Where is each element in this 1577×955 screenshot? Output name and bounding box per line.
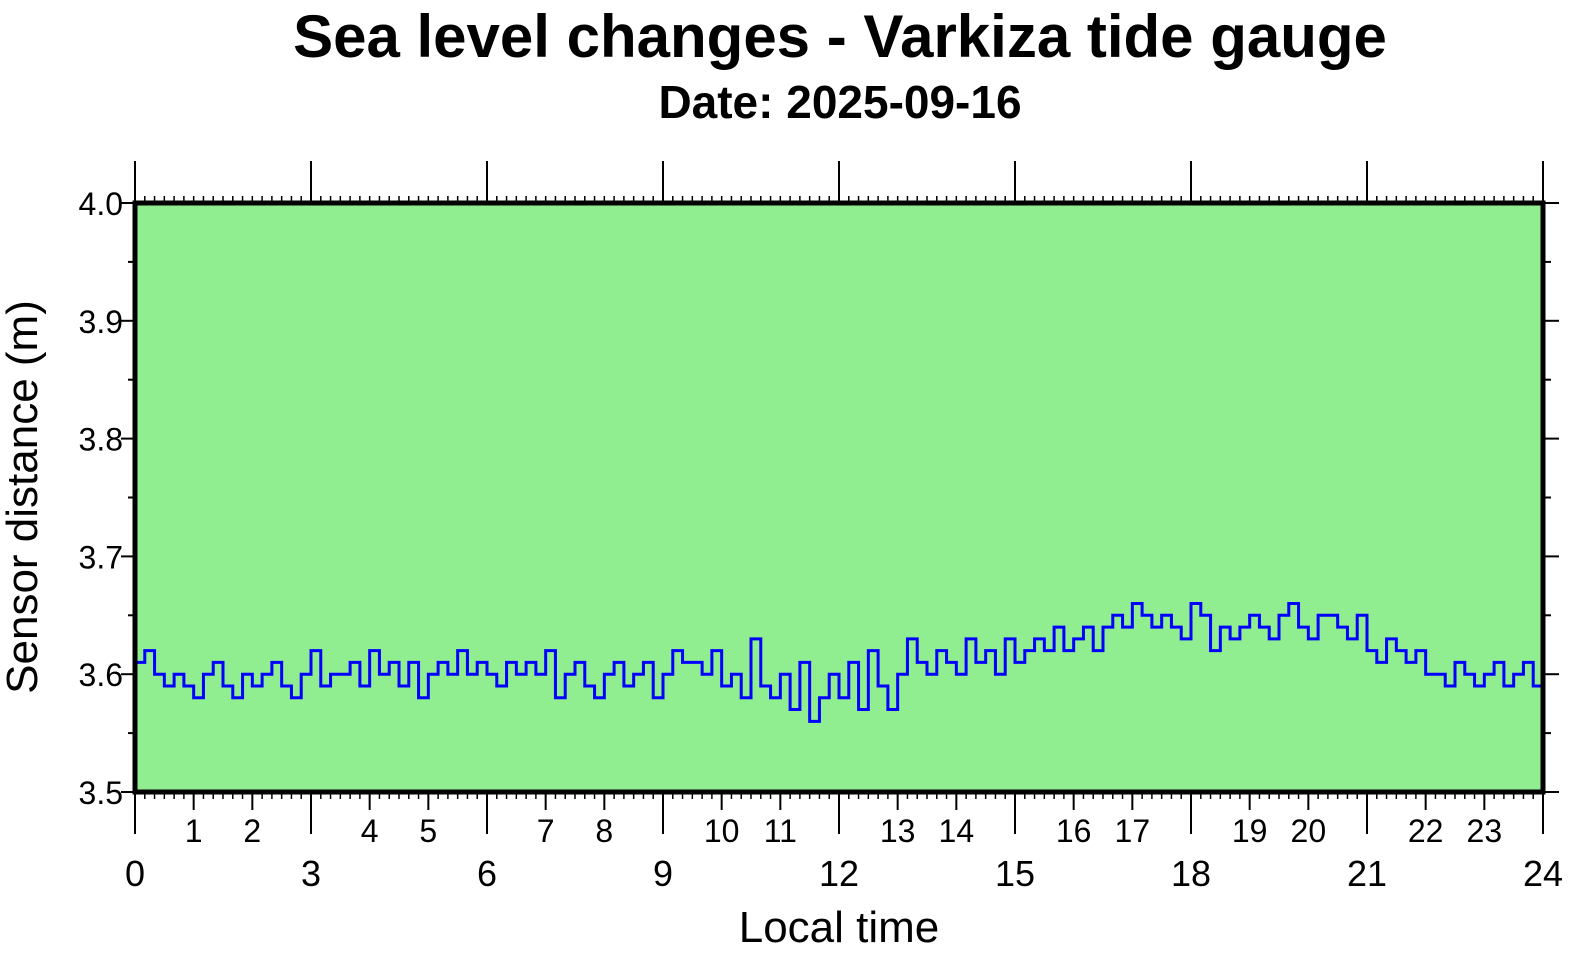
y-tick-label: 3.9: [79, 304, 123, 340]
x-minor-tick-label: 20: [1291, 813, 1327, 849]
chart-subtitle: Date: 2025-09-16: [658, 76, 1021, 128]
y-tick-label: 3.7: [79, 539, 123, 575]
x-minor-tick-label: 8: [595, 813, 613, 849]
x-major-tick-label: 3: [301, 853, 321, 894]
x-minor-tick-label: 2: [243, 813, 261, 849]
tick-labels: 0 3 6 9 12 15 18 21 241 2 4 5 7 8 10 11 13 14 16 17 19 20 22 23…: [79, 186, 1564, 894]
x-minor-tick-label: 14: [939, 813, 975, 849]
y-tick-label: 4.0: [79, 186, 123, 222]
y-tick-label: 3.8: [79, 422, 123, 458]
x-minor-tick-label: 5: [419, 813, 437, 849]
plot-frame: [132, 200, 1546, 795]
x-minor-tick-label: 19: [1232, 813, 1268, 849]
y-axis-label: Sensor distance (m): [0, 300, 47, 694]
x-minor-tick-label: 16: [1056, 813, 1092, 849]
x-minor-tick-label: 22: [1408, 813, 1444, 849]
x-major-tick-label: 12: [819, 853, 859, 894]
x-minor-tick-label: 17: [1115, 813, 1151, 849]
x-major-tick-label: 0: [125, 853, 145, 894]
x-major-tick-label: 18: [1171, 853, 1211, 894]
y-tick-label: 3.6: [79, 657, 123, 693]
x-minor-tick-label: 11: [764, 813, 797, 849]
x-minor-tick-label: 13: [880, 813, 916, 849]
series-line: [135, 602, 1545, 723]
chart-title: Sea level changes - Varkiza tide gauge: [293, 3, 1387, 70]
x-minor-tick-label: 1: [185, 813, 203, 849]
x-minor-tick-label: 10: [704, 813, 740, 849]
x-major-tick-label: 9: [653, 853, 673, 894]
x-major-tick-label: 21: [1347, 853, 1387, 894]
x-major-tick-label: 15: [995, 853, 1035, 894]
y-tick-label: 3.5: [79, 775, 123, 811]
x-major-tick-label: 24: [1523, 853, 1563, 894]
x-major-tick-label: 6: [477, 853, 497, 894]
plot-background: [135, 203, 1543, 792]
x-axis-label: Local time: [739, 903, 940, 950]
x-minor-tick-label: 4: [361, 813, 379, 849]
x-minor-tick-label: 23: [1467, 813, 1503, 849]
x-minor-tick-label: 7: [537, 813, 555, 849]
